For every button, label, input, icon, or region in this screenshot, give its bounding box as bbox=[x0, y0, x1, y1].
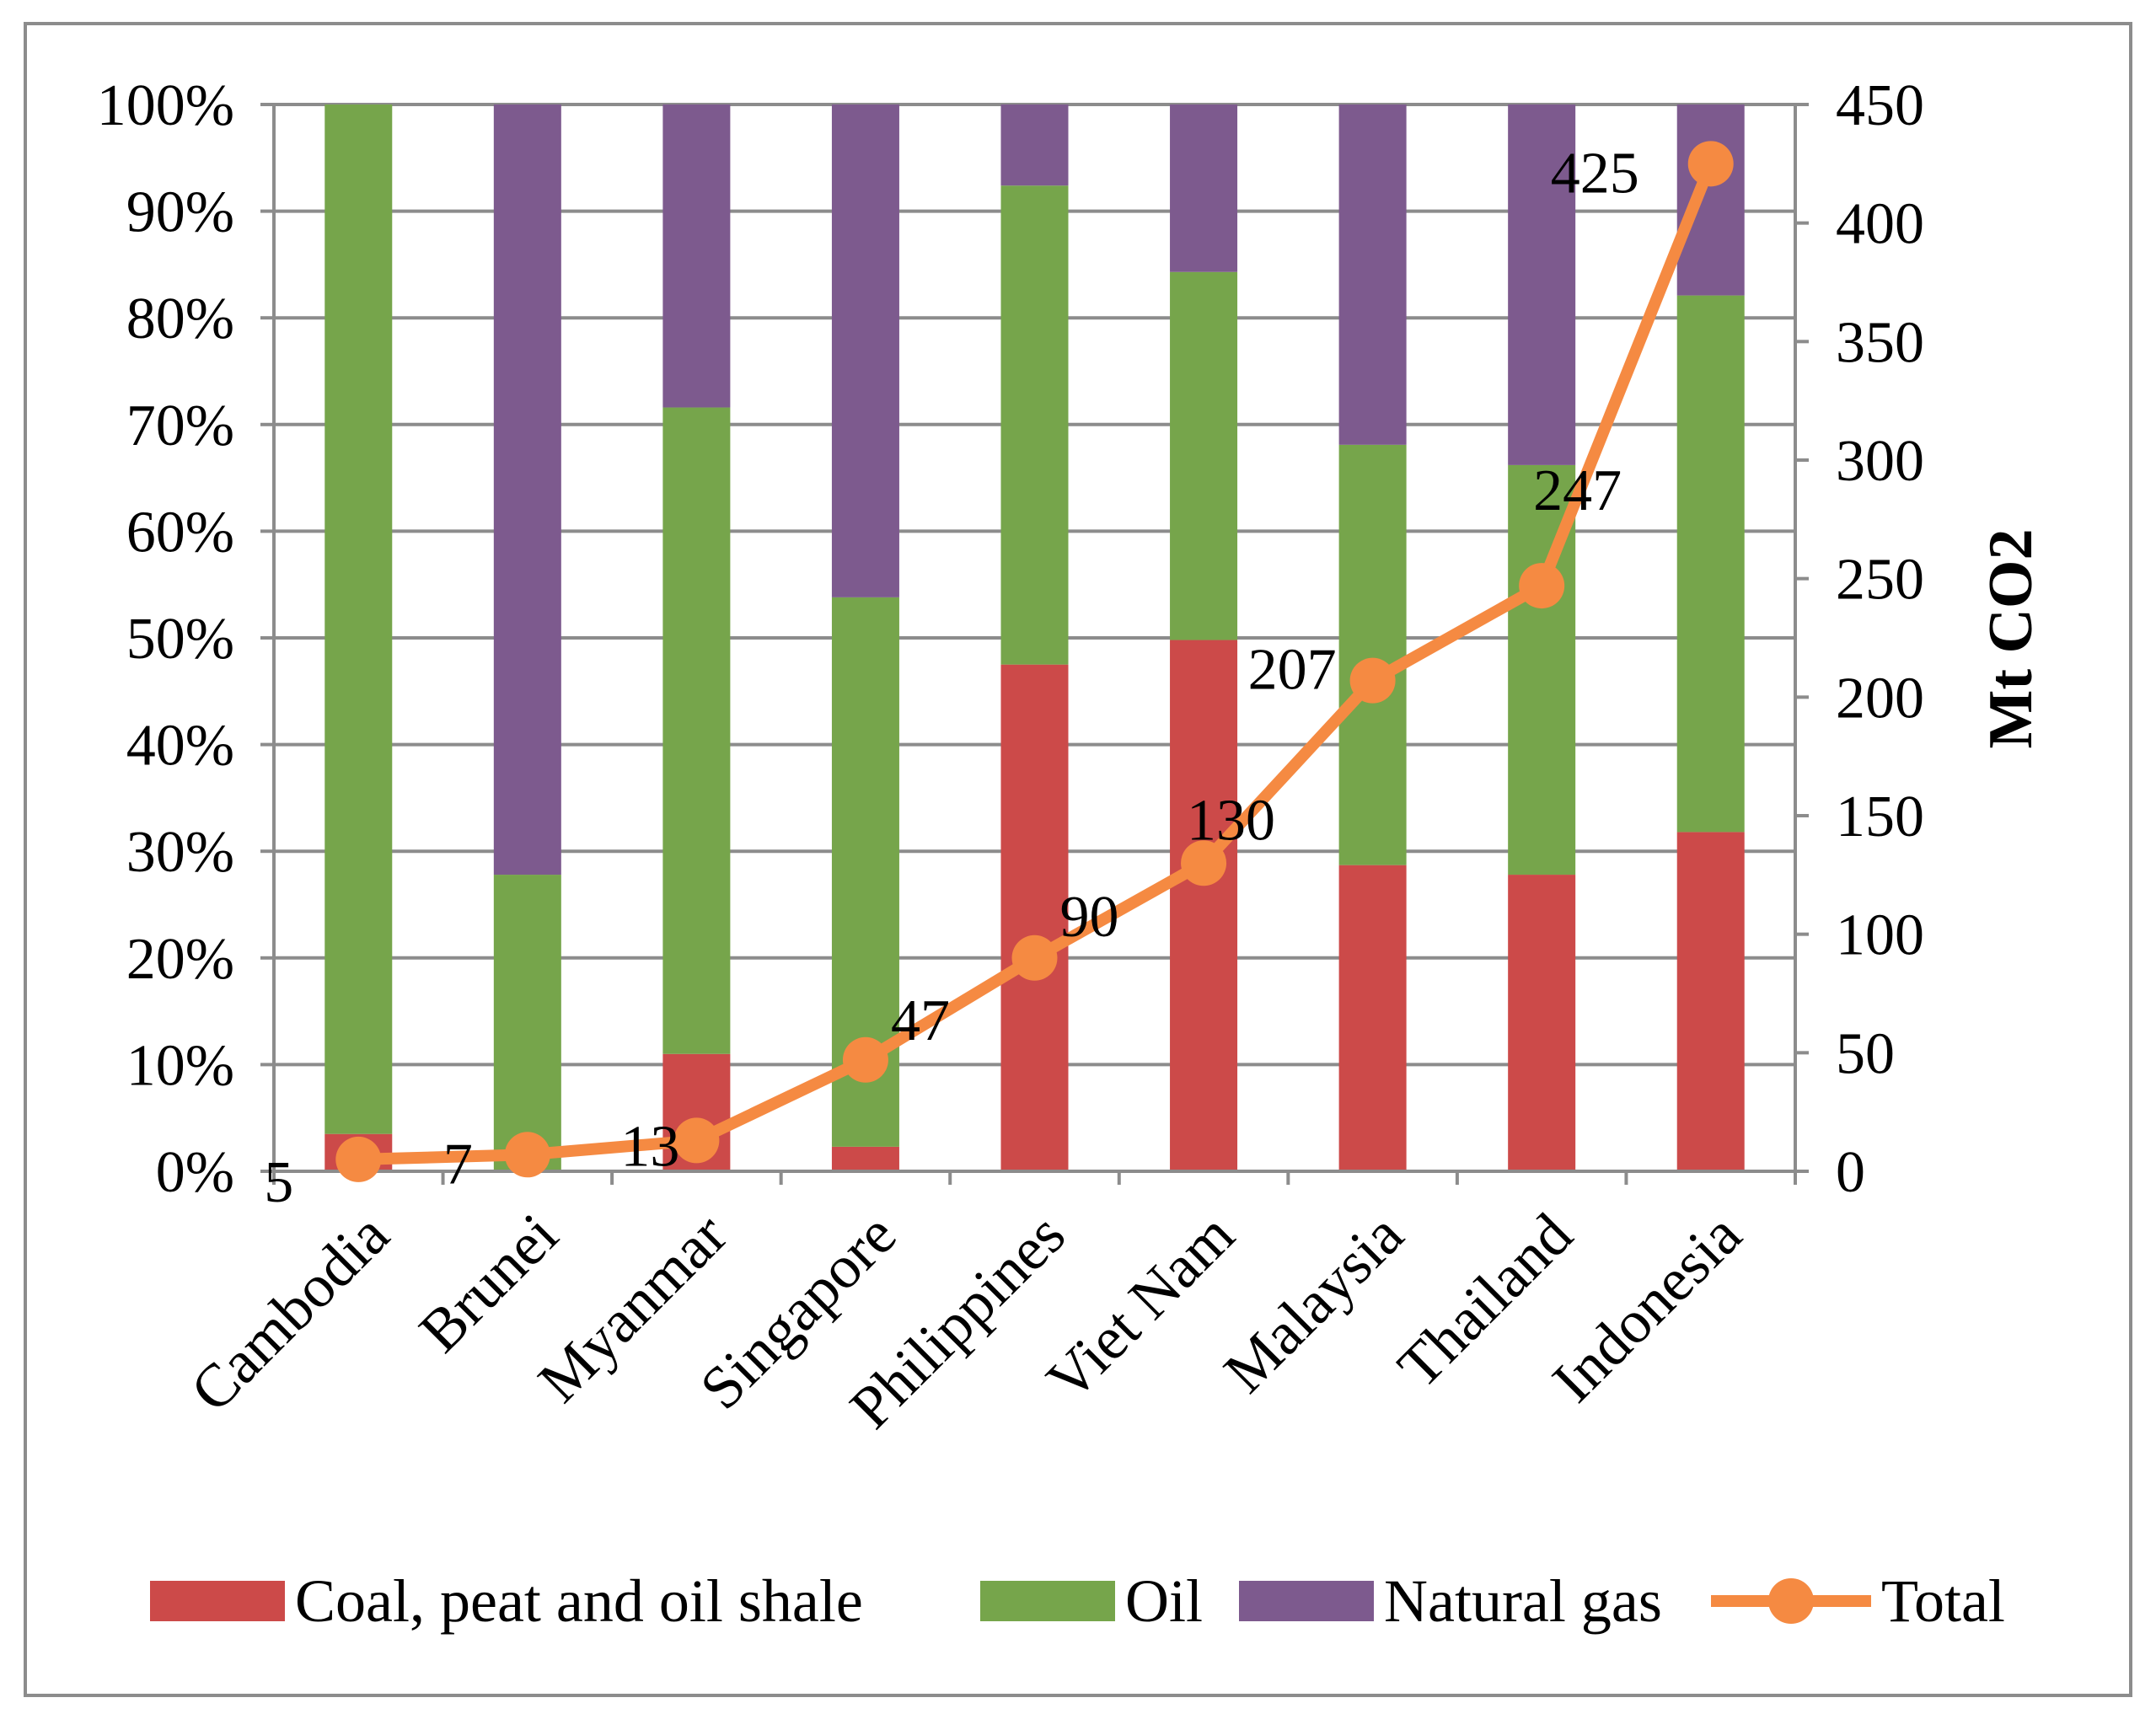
y-left-tick-100: 100% bbox=[97, 73, 234, 138]
bar-natural-gas-philippines bbox=[1000, 104, 1069, 186]
y-left-tick-50: 50% bbox=[126, 607, 234, 672]
bar-natural-gas-viet-nam bbox=[1170, 104, 1238, 272]
total-label-brunei: 7 bbox=[443, 1132, 473, 1197]
y-right-tick-250: 250 bbox=[1836, 548, 1924, 613]
bar-oil-viet-nam bbox=[1170, 271, 1238, 640]
y-right-tick-50: 50 bbox=[1836, 1021, 1895, 1086]
bar-coal-peat-and-oil-shale-indonesia bbox=[1676, 832, 1745, 1171]
total-point-malaysia bbox=[1349, 657, 1396, 704]
legend-item-total: Total bbox=[1711, 1567, 2005, 1635]
bar-oil-brunei bbox=[493, 875, 561, 1171]
legend-label-total: Total bbox=[1881, 1567, 2005, 1635]
y-left-tick-70: 70% bbox=[126, 394, 234, 458]
bar-coal-peat-and-oil-shale-malaysia bbox=[1338, 865, 1407, 1171]
bar-oil-malaysia bbox=[1338, 444, 1407, 865]
total-label-indonesia: 425 bbox=[1551, 141, 1639, 206]
y-left-tick-0: 0% bbox=[156, 1140, 234, 1205]
total-label-singapore: 47 bbox=[891, 988, 950, 1053]
bar-natural-gas-brunei bbox=[493, 104, 561, 876]
bar-coal-peat-and-oil-shale-philippines bbox=[1000, 664, 1069, 1171]
legend-label-oil: Oil bbox=[1125, 1567, 1203, 1635]
legend-item-oil: Oil bbox=[980, 1567, 1203, 1635]
bar-natural-gas-thailand bbox=[1508, 104, 1576, 465]
bar-natural-gas-malaysia bbox=[1338, 104, 1407, 445]
y-left-tick-90: 90% bbox=[126, 180, 234, 245]
legend-swatch-natural-gas bbox=[1239, 1581, 1374, 1621]
bar-coal-peat-and-oil-shale-thailand bbox=[1508, 875, 1576, 1171]
y-right-tick-0: 0 bbox=[1836, 1140, 1865, 1205]
bar-oil-indonesia bbox=[1676, 295, 1745, 833]
bar-oil-cambodia bbox=[324, 104, 393, 1134]
total-point-indonesia bbox=[1687, 141, 1734, 187]
bar-oil-myanmar bbox=[662, 407, 731, 1054]
y-left-tick-40: 40% bbox=[126, 714, 234, 779]
total-label-cambodia: 5 bbox=[264, 1150, 293, 1215]
bar-natural-gas-indonesia bbox=[1676, 104, 1745, 296]
y-left-ticks: 0% 10% 20% 30% 40% 50% 60% 70% 80% 90% 100% bbox=[97, 73, 234, 1205]
y-right-tick-400: 400 bbox=[1836, 192, 1924, 257]
y-right-tick-100: 100 bbox=[1836, 903, 1924, 968]
legend-item-natural-gas: Natural gas bbox=[1239, 1567, 1662, 1635]
total-point-thailand bbox=[1519, 563, 1565, 609]
legend-item-coal-peat-and-oil-shale: Coal, peat and oil shale bbox=[150, 1567, 863, 1635]
y-left-tick-10: 10% bbox=[126, 1033, 234, 1098]
y-right-tick-300: 300 bbox=[1836, 429, 1924, 494]
y-right-tick-200: 200 bbox=[1836, 666, 1924, 731]
total-point-viet-nam bbox=[1181, 840, 1227, 886]
y-right-tick-450: 450 bbox=[1836, 73, 1924, 138]
total-point-cambodia bbox=[335, 1136, 382, 1182]
bars bbox=[324, 104, 1745, 1171]
total-label-viet-nam: 130 bbox=[1187, 788, 1275, 853]
bar-natural-gas-myanmar bbox=[662, 104, 731, 408]
total-point-singapore bbox=[842, 1036, 888, 1083]
y-left-tick-60: 60% bbox=[126, 500, 234, 565]
y-left-tick-30: 30% bbox=[126, 820, 234, 885]
total-label-myanmar: 13 bbox=[620, 1114, 679, 1179]
bar-natural-gas-singapore bbox=[831, 104, 899, 597]
data-labels: 5 7 13 47 90 130 207 247 425 bbox=[264, 141, 1638, 1215]
y-right-tick-150: 150 bbox=[1836, 785, 1924, 849]
y-left-tick-20: 20% bbox=[126, 927, 234, 992]
legend-label-natural-gas: Natural gas bbox=[1384, 1567, 1662, 1635]
legend-swatch-coal-peat-and-oil-shale bbox=[150, 1581, 285, 1621]
legend-swatch-total-marker bbox=[1768, 1578, 1814, 1624]
y-right-axis-title: Mt CO2 bbox=[1976, 529, 2046, 749]
total-label-malaysia: 207 bbox=[1248, 638, 1337, 703]
total-point-philippines bbox=[1011, 934, 1058, 981]
bar-coal-peat-and-oil-shale-viet-nam bbox=[1170, 640, 1238, 1171]
legend-label-coal-peat-and-oil-shale: Coal, peat and oil shale bbox=[295, 1567, 863, 1635]
y-left-tick-80: 80% bbox=[126, 286, 234, 351]
bar-coal-peat-and-oil-shale-singapore bbox=[831, 1146, 899, 1171]
total-line bbox=[335, 141, 1734, 1182]
legend-swatch-oil bbox=[980, 1581, 1115, 1621]
total-point-myanmar bbox=[673, 1117, 720, 1164]
total-label-philippines: 90 bbox=[1060, 885, 1119, 950]
legend: Coal, peat and oil shale Oil Natural gas To… bbox=[150, 1567, 2005, 1635]
total-label-thailand: 247 bbox=[1533, 458, 1622, 523]
y-right-ticks: 0 50 100 150 200 250 300 350 400 450 bbox=[1836, 73, 1924, 1205]
y-right-tick-350: 350 bbox=[1836, 310, 1924, 375]
bar-oil-philippines bbox=[1000, 185, 1069, 665]
total-point-brunei bbox=[504, 1132, 550, 1178]
